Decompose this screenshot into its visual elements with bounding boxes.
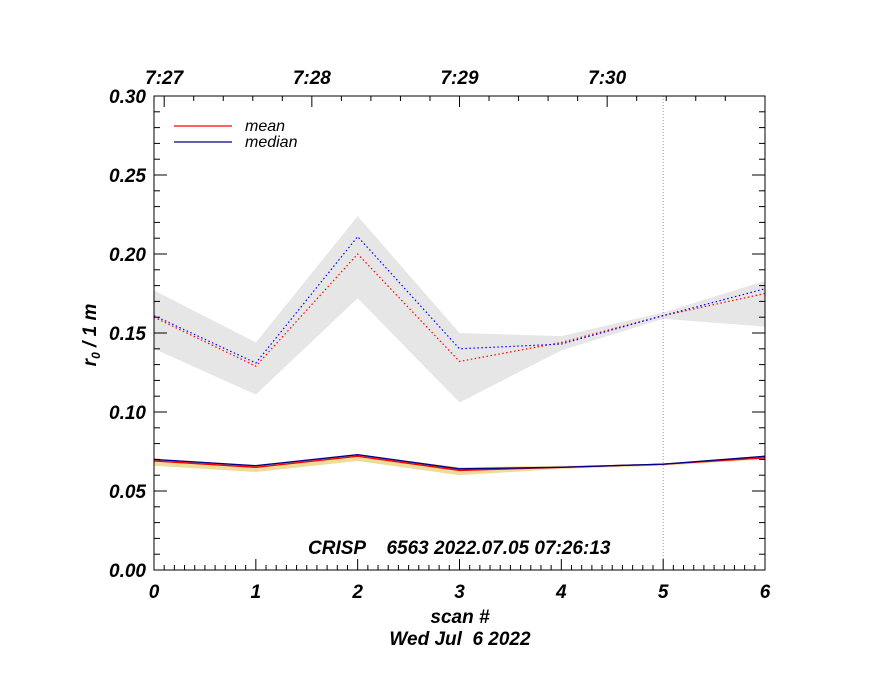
date-label: Wed Jul 6 2022	[389, 629, 531, 650]
top-time-label: 7:29	[440, 68, 478, 89]
legend-mean-label: mean	[245, 118, 285, 135]
y-axis-title: r0 / 1 m	[80, 304, 103, 367]
lines-layer	[153, 96, 766, 570]
y-tick-label: 0.10	[109, 403, 146, 424]
y-tick-label: 0.00	[109, 561, 146, 582]
y-tick-label: 0.25	[109, 166, 146, 187]
x-tick-label: 2	[351, 582, 363, 603]
y-tick-label: 0.30	[109, 87, 146, 108]
series-upper-mean-line	[153, 253, 766, 367]
x-tick-label: 4	[555, 582, 567, 603]
x-tick-label: 1	[251, 582, 262, 603]
y-tick-label: 0.20	[109, 245, 146, 266]
y-tick-label: 0.05	[109, 482, 146, 503]
y-axis-title-main: r	[80, 357, 101, 366]
legend-median-label: median	[245, 134, 298, 151]
band-upper	[154, 216, 765, 403]
top-time-label: 7:28	[293, 68, 331, 89]
series-upper-median-line	[153, 235, 766, 364]
x-tick-label: 0	[149, 582, 160, 603]
y-axis-title-rest: / 1 m	[80, 304, 101, 353]
labels-layer: 0 1 2 3 4 5 6 0.00 0.05 0.10 0.15 0.20 0.25 0.307:27 7…	[109, 68, 771, 603]
x-tick-label: 5	[658, 582, 669, 603]
series-lower-median-line	[153, 453, 766, 470]
top-time-label: 7:30	[588, 68, 626, 89]
x-tick-label: 6	[760, 582, 771, 603]
top-time-label: 7:27	[145, 68, 184, 89]
x-axis-title: scan #	[430, 607, 490, 628]
chart-annotation: CRISP 6563 2022.07.05 07:26:13	[308, 538, 611, 559]
legend: mean median	[174, 118, 298, 151]
x-tick-label: 3	[454, 582, 465, 603]
axes-layer	[153, 95, 766, 571]
y-axis-title-subscript: 0	[89, 352, 103, 359]
y-tick-label: 0.15	[109, 324, 146, 345]
